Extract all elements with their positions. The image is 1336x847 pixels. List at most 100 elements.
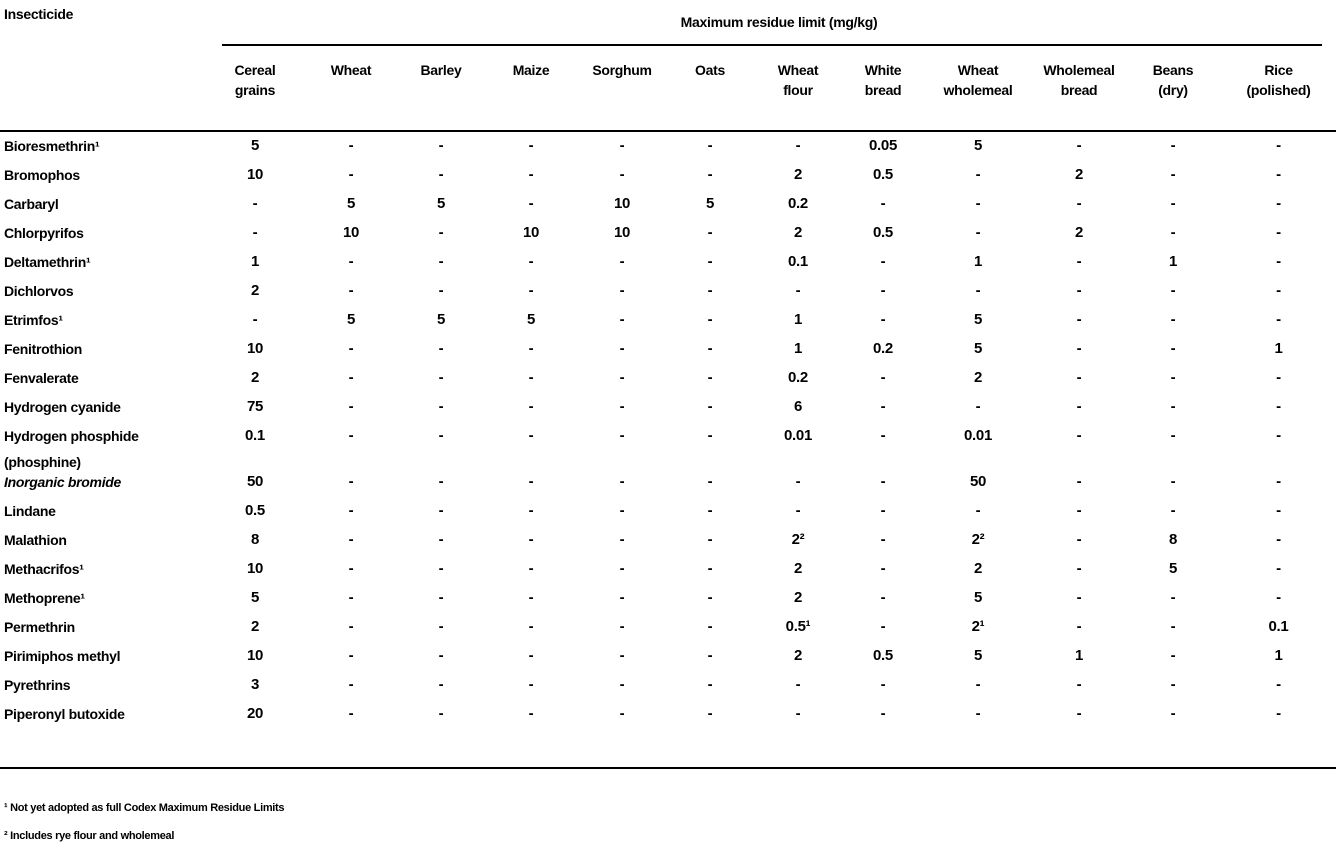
value-cell: - — [1170, 195, 1176, 212]
value-cell: - — [528, 369, 534, 386]
value-cell: - — [252, 224, 258, 241]
value-cell: - — [707, 166, 713, 183]
value-cell: 0.5 — [873, 224, 893, 241]
value-cell: - — [1276, 560, 1281, 577]
value-cell: - — [1076, 473, 1082, 490]
column-header: Cereal grains — [205, 60, 305, 130]
table-row: Hydrogen cyanide 75 - - - - - 6 - - - - - — [0, 397, 1336, 426]
value-cell: - — [619, 253, 625, 270]
value-cell: 5 — [526, 311, 536, 328]
column-header-line: Cereal — [234, 62, 276, 78]
column-header-line — [577, 80, 667, 100]
column-header: Rice (polished) — [1221, 60, 1336, 130]
column-header: Wheat flour — [753, 60, 843, 130]
table-row: Inorganic bromide 50 - - - - - - - 50 - - - — [0, 472, 1336, 501]
insecticide-name-text: Inorganic bromide — [4, 474, 122, 490]
value-cell: - — [707, 253, 713, 270]
value-cell: - — [880, 369, 886, 386]
insecticide-name-text: Bioresmethrin¹ — [4, 138, 100, 154]
value-cell: 5 — [346, 195, 356, 212]
value-cell: 10 — [246, 340, 264, 357]
value-cell: 2¹ — [971, 618, 985, 635]
column-header-line: Beans — [1152, 62, 1194, 78]
insecticide-name: Pirimiphos methyl — [0, 646, 205, 675]
insecticide-name: Malathion — [0, 530, 205, 559]
value-cell: - — [528, 705, 534, 722]
value-cell: - — [348, 166, 354, 183]
value-cell: - — [1076, 618, 1082, 635]
value-cell: - — [975, 195, 981, 212]
value-cell: - — [348, 253, 354, 270]
value-cell: 0.5 — [245, 502, 265, 519]
insecticide-name: Pyrethrins — [0, 675, 205, 704]
value-cell: - — [619, 427, 625, 444]
insecticide-name: Inorganic bromide — [0, 472, 205, 501]
value-cell: 0.2 — [788, 195, 808, 212]
value-cell: 5 — [973, 311, 983, 328]
value-cell: - — [438, 224, 444, 241]
column-header: Oats — [667, 60, 753, 130]
insecticide-name: Bromophos — [0, 165, 205, 194]
value-cell: - — [707, 369, 713, 386]
value-cell: - — [619, 137, 625, 154]
value-cell: 5 — [973, 137, 983, 154]
value-cell: - — [1276, 137, 1281, 154]
value-cell: 1 — [1074, 647, 1084, 664]
value-cell: - — [1170, 647, 1176, 664]
value-cell: - — [707, 618, 713, 635]
value-cell: - — [619, 311, 625, 328]
value-cell: - — [1276, 166, 1281, 183]
value-cell: 5 — [250, 137, 260, 154]
value-cell: 2 — [250, 369, 260, 386]
column-header: Barley — [397, 60, 485, 130]
value-cell: - — [795, 282, 801, 299]
value-cell: - — [1170, 166, 1176, 183]
insecticide-name: Chlorpyrifos — [0, 223, 205, 252]
value-cell: - — [348, 282, 354, 299]
value-cell: - — [438, 253, 444, 270]
value-cell: - — [438, 502, 444, 519]
value-cell: - — [528, 253, 534, 270]
table-row: Bioresmethrin¹ 5 - - - - - - 0.05 5 - - - — [0, 136, 1336, 165]
value-cell: - — [1170, 473, 1176, 490]
value-cell: 0.5 — [873, 166, 893, 183]
value-cell: 2² — [791, 531, 805, 548]
value-cell: - — [619, 502, 625, 519]
value-cell: - — [528, 618, 534, 635]
value-cell: 0.1 — [1268, 618, 1289, 635]
value-cell: 0.5¹ — [785, 618, 811, 635]
column-header-line: grains — [234, 82, 276, 98]
footnote-2: ² Includes rye flour and wholemeal — [4, 830, 175, 842]
value-cell: - — [348, 473, 354, 490]
table-row: Bromophos 10 - - - - - 2 0.5 - 2 - - — [0, 165, 1336, 194]
value-cell: - — [619, 531, 625, 548]
value-cell: - — [1276, 531, 1281, 548]
insecticide-name-text: Permethrin — [4, 619, 75, 635]
value-cell: 1 — [793, 340, 803, 357]
value-cell: - — [880, 560, 886, 577]
value-cell: - — [707, 676, 713, 693]
table-row: Pyrethrins 3 - - - - - - - - - - - — [0, 675, 1336, 704]
value-cell: - — [1170, 311, 1176, 328]
table-row: Malathion 8 - - - - - 2² - 2² - 8 - — [0, 530, 1336, 559]
value-cell: - — [880, 253, 886, 270]
value-cell: - — [1170, 224, 1176, 241]
value-cell: - — [438, 427, 444, 444]
value-cell: 20 — [246, 705, 264, 722]
column-header-line — [667, 80, 753, 100]
value-cell: - — [1170, 676, 1176, 693]
value-cell: - — [1170, 705, 1176, 722]
bottom-rule — [0, 767, 1336, 769]
value-cell: 5 — [250, 589, 260, 606]
column-header-line: Wheat — [777, 62, 819, 78]
value-cell: 5 — [705, 195, 715, 212]
mrl-table: Cereal grains Wheat Barley Maize Sorghum O… — [0, 60, 1336, 733]
value-cell: - — [1276, 195, 1281, 212]
insecticide-name: Piperonyl butoxide — [0, 704, 205, 733]
value-cell: - — [707, 137, 713, 154]
value-cell: 0.1 — [245, 427, 265, 444]
value-cell: - — [1076, 369, 1082, 386]
value-cell: 2² — [971, 531, 985, 548]
column-header-line: (polished) — [1246, 82, 1311, 98]
value-cell: 10 — [342, 224, 360, 241]
